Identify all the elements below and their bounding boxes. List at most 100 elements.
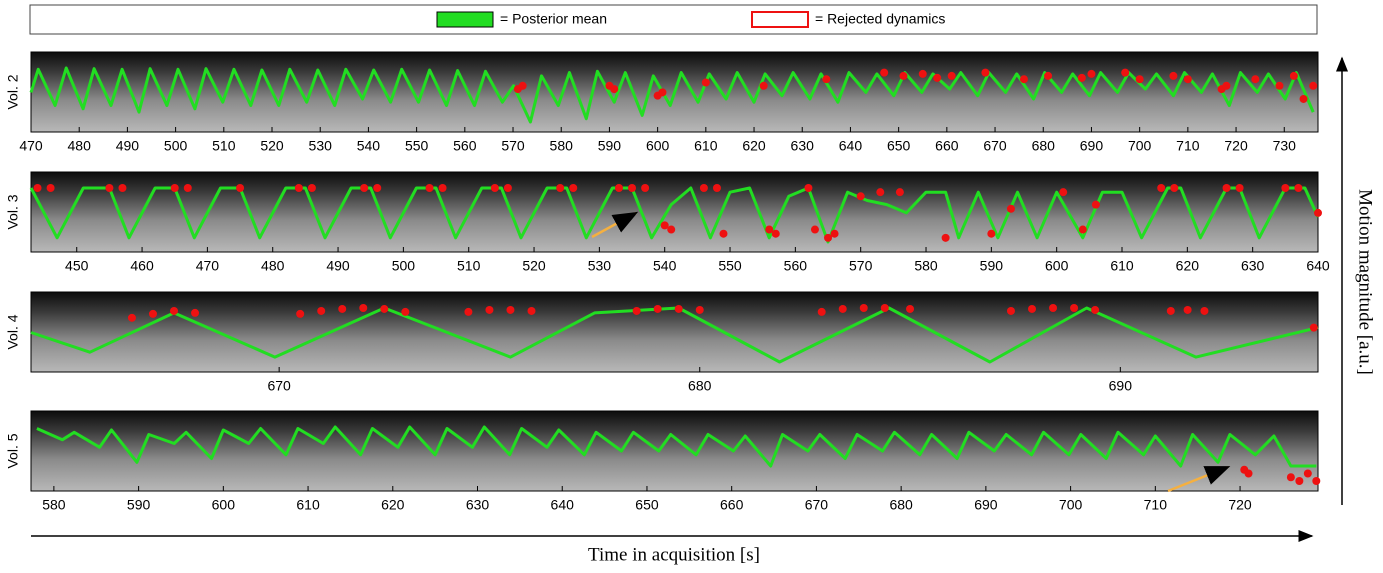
rejected-point xyxy=(360,184,369,192)
rejected-point xyxy=(856,192,865,201)
x-tick-label: 600 xyxy=(1045,258,1069,274)
rejected-point xyxy=(438,184,447,192)
rejected-point xyxy=(695,305,704,314)
rejected-point xyxy=(1183,75,1192,84)
rejected-point xyxy=(1222,184,1231,192)
x-tick-label: 630 xyxy=(1241,258,1265,274)
x-tick-label: 620 xyxy=(1176,258,1200,274)
image-background xyxy=(30,410,1319,492)
panel-label: Vol. 4 xyxy=(5,314,21,349)
x-tick-label: 490 xyxy=(326,258,350,274)
rejected-point xyxy=(1309,323,1318,332)
rejected-point xyxy=(556,184,565,192)
rejected-point xyxy=(1091,200,1100,209)
x-tick-label: 660 xyxy=(720,497,744,513)
x-tick-label: 600 xyxy=(646,138,670,154)
rejected-point xyxy=(880,304,889,312)
rejected-point xyxy=(373,184,382,192)
x-tick-label: 610 xyxy=(1110,258,1134,274)
rejected-point xyxy=(1121,68,1130,77)
rejected-point xyxy=(880,68,889,77)
rejected-point xyxy=(1077,73,1086,82)
rejected-point xyxy=(170,184,179,192)
x-tick-label: 580 xyxy=(550,138,574,154)
rejected-point xyxy=(296,309,305,318)
x-tick-label: 630 xyxy=(466,497,490,513)
rejected-point xyxy=(127,313,136,322)
x-tick-label: 600 xyxy=(212,497,236,513)
rejected-point xyxy=(641,184,650,192)
rejected-point xyxy=(307,184,316,192)
rejected-point xyxy=(1006,306,1015,315)
x-tick-label: 590 xyxy=(127,497,151,513)
x-tick-label: 520 xyxy=(260,138,284,154)
rejected-point xyxy=(876,188,885,197)
rejected-point xyxy=(1275,81,1284,90)
rejected-point xyxy=(191,308,200,317)
rejected-point xyxy=(771,229,780,238)
legend-swatch xyxy=(751,11,809,28)
x-tick-label: 510 xyxy=(212,138,236,154)
x-tick-label: 530 xyxy=(309,138,333,154)
rejected-point xyxy=(33,184,42,192)
x-tick-label: 690 xyxy=(974,497,998,513)
x-tick-label: 620 xyxy=(381,497,405,513)
rejected-point xyxy=(628,184,637,192)
x-tick-label: 450 xyxy=(65,258,89,274)
rejected-point xyxy=(614,184,623,192)
rejected-point xyxy=(981,68,990,77)
x-axis-label: Time in acquisition [s] xyxy=(588,544,760,565)
rejected-point xyxy=(425,184,434,192)
rejected-point xyxy=(765,225,774,234)
rejected-point xyxy=(1251,75,1260,84)
x-tick-label: 520 xyxy=(522,258,546,274)
rejected-point xyxy=(658,88,667,97)
rejected-point xyxy=(1157,184,1166,192)
rejected-point xyxy=(503,184,512,192)
rejected-point xyxy=(1091,305,1100,314)
posterior-mean-line xyxy=(36,425,1317,468)
x-tick-label: 720 xyxy=(1224,138,1248,154)
rejected-point xyxy=(838,304,847,313)
rejected-point xyxy=(899,71,908,80)
rejected-point xyxy=(1170,184,1179,192)
rejected-point xyxy=(987,229,996,238)
x-tick-label: 670 xyxy=(805,497,829,513)
legend-swatch xyxy=(436,11,494,28)
rejected-point xyxy=(947,71,956,80)
rejected-point xyxy=(46,184,55,192)
rejected-point xyxy=(1087,69,1096,78)
x-tick-label: 640 xyxy=(839,138,863,154)
x-tick-label: 500 xyxy=(164,138,188,154)
rejected-point xyxy=(359,304,368,312)
x-tick-label: 590 xyxy=(598,138,622,154)
rejected-point xyxy=(1078,225,1087,234)
x-tick-label: 730 xyxy=(1273,138,1297,154)
rejected-point xyxy=(118,184,127,192)
x-tick-label: 640 xyxy=(1306,258,1330,274)
rejected-point xyxy=(1295,477,1304,485)
rejected-point xyxy=(1312,477,1321,485)
rejected-point xyxy=(1200,306,1209,315)
rejected-point xyxy=(810,225,819,234)
legend-box xyxy=(29,4,1318,35)
x-tick-label: 620 xyxy=(742,138,766,154)
x-tick-label: 500 xyxy=(392,258,416,274)
rejected-point xyxy=(1166,306,1175,315)
x-tick-label: 470 xyxy=(196,258,220,274)
rejected-point xyxy=(1070,304,1079,312)
x-tick-label: 570 xyxy=(849,258,873,274)
x-tick-label: 510 xyxy=(457,258,481,274)
x-tick-label: 680 xyxy=(889,497,913,513)
rejected-point xyxy=(518,81,527,90)
x-tick-label: 550 xyxy=(405,138,429,154)
x-tick-label: 610 xyxy=(296,497,320,513)
rejected-point xyxy=(699,184,708,192)
rejected-point xyxy=(485,305,494,314)
rejected-point xyxy=(1299,94,1308,103)
rejected-point xyxy=(1049,304,1058,312)
rejected-point xyxy=(759,81,768,90)
x-tick-label: 460 xyxy=(130,258,154,274)
rejected-point xyxy=(380,304,389,313)
y-axis-label: Motion magnitude [a.u.] xyxy=(1355,189,1376,375)
